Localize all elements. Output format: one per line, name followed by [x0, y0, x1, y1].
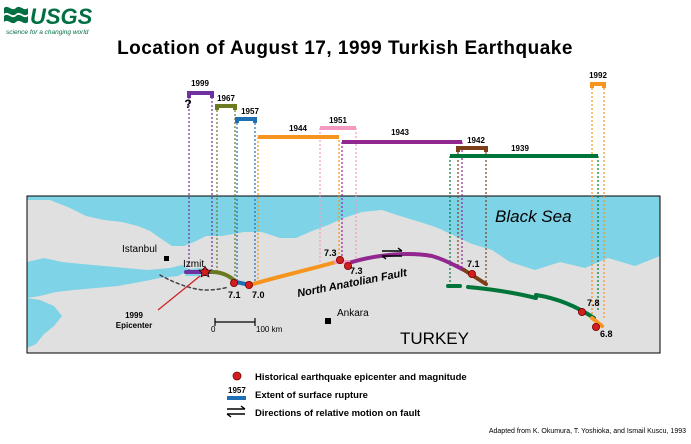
legend-rupture-text: Extent of surface rupture	[255, 390, 368, 401]
label-turkey: TURKEY	[400, 329, 469, 348]
epicenter-caption-year: 1999	[125, 311, 143, 320]
arrow-upper	[382, 247, 403, 252]
scale-zero: 0	[211, 325, 216, 334]
fault-segment-1942	[462, 268, 488, 286]
map-area	[26, 195, 661, 354]
bar-1999	[187, 91, 214, 98]
usgs-wave-icon	[4, 6, 28, 24]
label-1942: 1942	[467, 136, 485, 145]
legend-epicenter-icon	[232, 371, 242, 381]
sea-of-marmara	[27, 258, 190, 298]
mag-70: 7.0	[252, 290, 265, 300]
mag-68: 6.8	[600, 329, 613, 339]
mag-73-b: 7.3	[350, 266, 363, 276]
label-question: ?	[184, 97, 191, 111]
black-sea	[27, 196, 660, 270]
bar-1942	[456, 146, 488, 152]
page-title: Location of August 17, 1999 Turkish Eart…	[117, 38, 573, 59]
label-black-sea: Black Sea	[495, 207, 572, 226]
logo-tagline: science for a changing world	[6, 29, 89, 36]
fault-segment-1992	[590, 316, 604, 328]
usgs-logo: USGS science for a changing world	[4, 4, 93, 36]
legend-motion-icon	[226, 405, 246, 418]
mag-71-a: 7.1	[228, 290, 241, 300]
fault-motion-arrows	[381, 247, 403, 260]
epicenter-caption-text: Epicenter	[116, 321, 152, 330]
legend-epicenter-text: Historical earthquake epicenter and magn…	[255, 372, 467, 383]
epicenter-caption: 1999 Epicenter	[116, 311, 152, 330]
epicenter-68	[592, 322, 601, 331]
rupture-bars	[187, 82, 606, 158]
bar-1992	[590, 82, 606, 88]
epicenter-70	[244, 280, 253, 289]
bar-1957	[235, 117, 257, 123]
label-1944: 1944	[289, 124, 307, 133]
city-marker-ankara	[325, 318, 331, 324]
label-1967: 1967	[217, 94, 235, 103]
mag-73-a: 7.3	[324, 248, 337, 258]
city-ankara: Ankara	[337, 308, 369, 319]
mag-71-b: 7.1	[467, 259, 480, 269]
label-1957: 1957	[241, 107, 259, 116]
epicenter-73-b	[343, 261, 352, 270]
city-marker-istanbul	[164, 256, 169, 261]
rupture-year-labels: 1999 ? 1967 1957 1944 1951 1943 1942 193…	[184, 71, 607, 153]
aegean-sea	[27, 298, 62, 348]
bar-1967	[215, 104, 237, 110]
legend: Historical earthquake epicenter and magn…	[226, 371, 467, 419]
logo-name: USGS	[30, 4, 93, 29]
legend-rupture-year: 1957	[228, 386, 246, 395]
fault-segment-1943	[350, 252, 466, 272]
fault-segment-1944	[248, 260, 338, 287]
label-1943: 1943	[391, 128, 409, 137]
epicenter-71-b	[467, 269, 476, 278]
epicenter-78	[578, 307, 587, 316]
epicenter-pointer	[157, 275, 201, 311]
map-frame	[26, 195, 661, 354]
epicenter-73-a	[335, 255, 344, 264]
city-istanbul: Istanbul	[122, 244, 157, 255]
magnitude-labels: 7.1 7.0 7.3 7.3 7.1 7.8 6.8	[228, 248, 613, 339]
legend-motion-text: Directions of relative motion on fault	[255, 408, 421, 419]
label-1992: 1992	[589, 71, 607, 80]
cities: Istanbul Izmit Ankara	[122, 244, 369, 324]
epicenter-71-a	[229, 278, 238, 287]
label-1939: 1939	[511, 144, 529, 153]
label-1999: 1999	[191, 79, 209, 88]
scale-end: 100 km	[256, 325, 283, 334]
star-icon	[198, 265, 212, 278]
fault-segment-1939-b	[466, 285, 538, 300]
scale-bar: 0 100 km	[211, 318, 283, 334]
arrow-lower	[381, 255, 402, 260]
label-1951: 1951	[329, 116, 347, 125]
fault-segment-1939-c	[534, 293, 596, 320]
credit-text: Adapted from K. Okumura, T. Yoshioka, an…	[489, 428, 686, 435]
mag-78: 7.8	[587, 298, 600, 308]
city-izmit: Izmit	[183, 259, 204, 270]
fault-dashed-west	[159, 274, 229, 291]
